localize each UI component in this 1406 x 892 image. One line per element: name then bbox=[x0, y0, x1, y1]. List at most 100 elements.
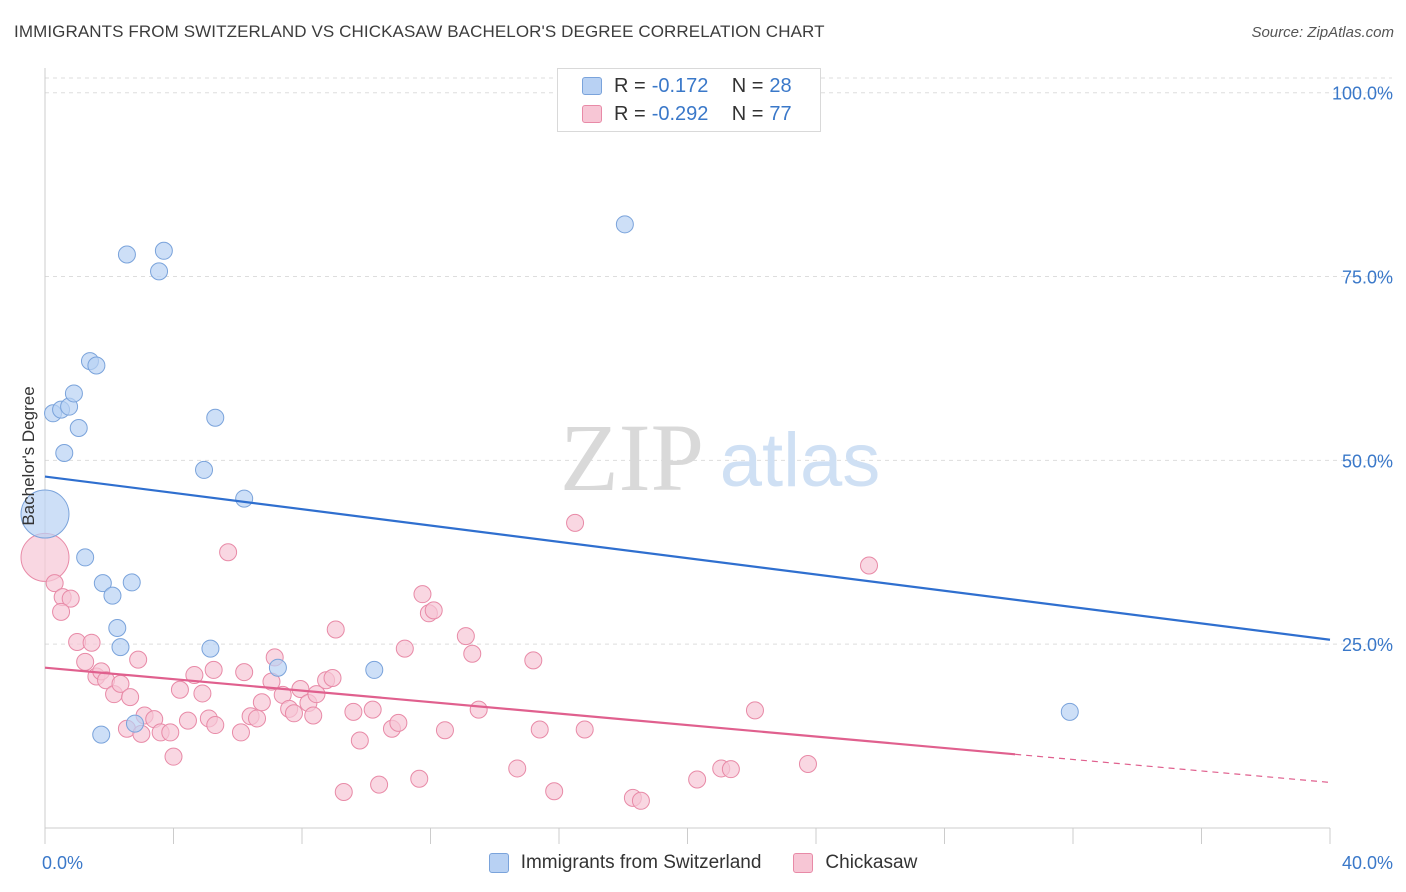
chickasaw-point bbox=[161, 723, 180, 742]
series-swatch-switzerland bbox=[488, 853, 509, 873]
y-tick-label: 25.0% bbox=[1342, 635, 1393, 655]
chickasaw-point bbox=[344, 702, 363, 721]
chickasaw-point bbox=[307, 685, 326, 704]
series-legend-switzerland[interactable]: Immigrants from Switzerland bbox=[488, 852, 762, 874]
chickasaw-point bbox=[178, 711, 197, 730]
switzerland-point bbox=[92, 725, 111, 744]
chickasaw-point bbox=[350, 731, 369, 750]
chickasaw-point bbox=[745, 701, 764, 720]
switzerland-point bbox=[20, 489, 70, 539]
y-tick-label: 100.0% bbox=[1332, 84, 1393, 104]
switzerland-point bbox=[195, 460, 214, 479]
switzerland-point bbox=[122, 573, 141, 592]
chickasaw-point bbox=[164, 747, 183, 766]
switzerland-point bbox=[87, 356, 106, 375]
chickasaw-point bbox=[530, 720, 549, 739]
chickasaw-point bbox=[631, 791, 650, 810]
chickasaw-point bbox=[193, 684, 212, 703]
chickasaw-point bbox=[304, 706, 323, 725]
switzerland-point bbox=[64, 384, 83, 403]
trend-line-chickasaw bbox=[44, 666, 1016, 756]
chickasaw-point bbox=[129, 650, 148, 669]
chickasaw-point bbox=[435, 721, 454, 740]
legend-n-value: 77 bbox=[769, 102, 792, 125]
axis-labels: 25.0% 50.0% 75.0% 100.0% 0.0% 40.0% Bachelor's… bbox=[19, 84, 1393, 873]
chickasaw-point bbox=[235, 663, 254, 682]
trend-line-extension bbox=[1015, 753, 1331, 784]
chickasaw-point bbox=[219, 543, 238, 562]
axes bbox=[44, 68, 1331, 844]
chickasaw-point bbox=[860, 556, 879, 575]
chickasaw-point bbox=[798, 755, 817, 774]
y-axis-label: Bachelor's Degree bbox=[19, 386, 38, 525]
chickasaw-point bbox=[323, 669, 342, 687]
series-name-chickasaw: Chickasaw bbox=[825, 852, 918, 873]
switzerland-point bbox=[154, 241, 173, 260]
switzerland-point bbox=[103, 586, 122, 605]
stats-legend-row-switzerland: R = -0.172 N = 28 bbox=[582, 74, 792, 98]
trend-line-switzerland bbox=[44, 475, 1331, 641]
chickasaw-point bbox=[424, 601, 443, 620]
chickasaw-point bbox=[82, 633, 101, 652]
switzerland-point bbox=[201, 639, 220, 658]
chickasaw-point bbox=[326, 620, 345, 639]
legend-swatch-chickasaw bbox=[582, 105, 602, 123]
legend-n-label: N = bbox=[731, 74, 764, 97]
legend-n-value: 28 bbox=[769, 74, 792, 97]
switzerland-point bbox=[206, 408, 225, 427]
chickasaw-point bbox=[76, 652, 95, 671]
switzerland-point bbox=[150, 262, 169, 281]
chickasaw-point bbox=[566, 513, 585, 532]
chickasaw-point bbox=[284, 704, 303, 723]
switzerland-point bbox=[108, 619, 127, 637]
chickasaw-point bbox=[170, 680, 189, 699]
switzerland-point bbox=[268, 658, 287, 677]
legend-r-value: -0.292 bbox=[651, 102, 709, 125]
chickasaw-point bbox=[389, 713, 408, 732]
chickasaw-point bbox=[20, 532, 70, 582]
chickasaw-point bbox=[469, 700, 488, 719]
chickasaw-point bbox=[185, 666, 204, 685]
switzerland-point bbox=[365, 660, 384, 679]
chickasaw-point bbox=[508, 759, 527, 778]
chickasaw-point bbox=[463, 644, 482, 663]
chickasaw-point bbox=[524, 651, 543, 670]
switzerland-point bbox=[76, 548, 95, 567]
x-tick-label-max: 40.0% bbox=[1342, 853, 1393, 873]
chickasaw-point bbox=[52, 602, 71, 621]
chart-source: Source: ZipAtlas.com bbox=[1251, 24, 1394, 41]
series-legend: Immigrants from Switzerland Chickasaw bbox=[0, 852, 1406, 874]
legend-r-value: -0.172 bbox=[651, 74, 709, 97]
chickasaw-point bbox=[231, 723, 250, 742]
chickasaw-point bbox=[45, 574, 64, 593]
stats-legend-row-chickasaw: R = -0.292 N = 77 bbox=[582, 102, 792, 126]
chickasaw-point bbox=[395, 639, 414, 658]
chickasaw-point bbox=[121, 688, 140, 707]
chickasaw-point bbox=[370, 775, 389, 794]
chickasaw-point bbox=[545, 782, 564, 801]
x-tick-label-min: 0.0% bbox=[42, 853, 83, 873]
chickasaw-point bbox=[575, 720, 594, 739]
chickasaw-point bbox=[61, 589, 80, 608]
chickasaw-point bbox=[248, 709, 267, 728]
chickasaw-point bbox=[334, 782, 353, 801]
switzerland-point bbox=[1060, 702, 1079, 721]
chickasaw-points bbox=[20, 513, 879, 810]
series-name-switzerland: Immigrants from Switzerland bbox=[520, 852, 762, 873]
chart-title: IMMIGRANTS FROM SWITZERLAND VS CHICKASAW… bbox=[14, 22, 825, 41]
series-legend-chickasaw[interactable]: Chickasaw bbox=[793, 852, 917, 874]
chickasaw-point bbox=[410, 769, 429, 788]
switzerland-point bbox=[93, 574, 112, 593]
legend-swatch-switzerland bbox=[582, 77, 602, 95]
trend-lines bbox=[44, 475, 1331, 784]
y-tick-label: 75.0% bbox=[1342, 268, 1393, 288]
chickasaw-point bbox=[363, 700, 382, 719]
stats-legend: R = -0.172 N = 28 R = -0.292 N = 77 bbox=[557, 68, 821, 132]
legend-n-label: N = bbox=[731, 102, 764, 125]
y-tick-label: 50.0% bbox=[1342, 451, 1393, 471]
chickasaw-point bbox=[413, 585, 432, 604]
switzerland-point bbox=[111, 638, 130, 657]
switzerland-points bbox=[20, 215, 1079, 744]
switzerland-point bbox=[615, 215, 634, 234]
